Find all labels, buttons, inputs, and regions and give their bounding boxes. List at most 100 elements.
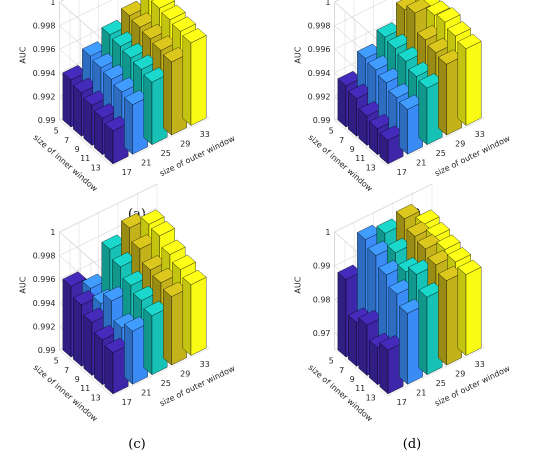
bar-side-face — [337, 78, 347, 128]
grid-line — [111, 117, 210, 167]
outer-tick-label: 25 — [436, 379, 446, 388]
bar-top-face — [406, 0, 431, 14]
bar-side-face — [399, 306, 408, 385]
bar-top-face — [436, 7, 461, 23]
bar-top-face — [152, 267, 177, 284]
z-axis-label: AUC — [19, 276, 28, 293]
bar-13-33 — [182, 269, 207, 356]
bar-top-face — [407, 259, 433, 275]
bar-top-face — [81, 41, 107, 57]
bar-top-face — [427, 37, 452, 54]
bar-top-face — [83, 307, 108, 323]
bar-top-face — [406, 221, 431, 237]
bar-top-face — [388, 279, 413, 295]
bar-side-face — [104, 345, 114, 395]
bar-top-face — [379, 335, 404, 351]
outer-tick-label: 21 — [141, 159, 151, 168]
outer-tick-label: 17 — [122, 398, 132, 407]
bar-top-face — [62, 271, 87, 287]
bar-side-face — [62, 278, 72, 358]
z-tick-label: 0.99 — [38, 116, 56, 125]
inner-tick-label: 9 — [75, 145, 80, 154]
bar-top-face — [356, 43, 382, 59]
bar-top-face — [347, 83, 373, 99]
bar-13-33 — [182, 28, 207, 126]
z-axis-label: AUC — [294, 46, 303, 63]
z-axis-label: AUC — [294, 276, 303, 293]
bar-side-face — [369, 340, 378, 386]
bar-top-face — [131, 12, 156, 28]
bar-top-face — [395, 203, 421, 220]
bar-top-face — [93, 324, 119, 341]
bar-side-face — [94, 110, 103, 156]
bar-top-face — [132, 54, 158, 70]
outer-tick-label: 29 — [180, 139, 190, 148]
inner-tick-label: 13 — [91, 393, 101, 402]
bar-side-face — [73, 297, 82, 367]
z-axis-label: AUC — [19, 46, 28, 63]
bar-side-face — [418, 80, 428, 146]
bar-top-face — [104, 115, 129, 132]
inner-tick-label: 13 — [366, 393, 376, 402]
inner-tick-label: 11 — [80, 384, 90, 393]
inner-tick-label: 7 — [64, 136, 69, 145]
bar-side-face — [163, 54, 172, 136]
bar-side-face — [379, 342, 389, 395]
bar-top-face — [102, 64, 128, 80]
bar-top-face — [376, 22, 401, 38]
z-tick-label: 0.992 — [308, 92, 331, 101]
outer-tick-label: 25 — [161, 149, 171, 158]
bars — [62, 0, 207, 165]
bar-top-face — [457, 33, 482, 50]
inner-tick-label: 9 — [350, 145, 355, 154]
outer-tick-label: 25 — [436, 149, 446, 158]
bar-top-face — [418, 73, 443, 89]
bar-top-face — [104, 337, 129, 353]
bar-front-face — [190, 35, 207, 126]
bar-side-face — [358, 317, 368, 376]
bar-top-face — [72, 77, 98, 93]
bar-top-face — [436, 234, 461, 250]
z-tick-label: 0.994 — [33, 299, 56, 308]
bar-top-face — [356, 224, 382, 240]
bar-top-face — [83, 90, 108, 106]
bar-top-face — [113, 77, 138, 93]
bar-side-face — [418, 289, 428, 376]
bar-top-face — [171, 16, 197, 32]
bar-top-face — [150, 220, 176, 237]
bar-top-face — [427, 249, 452, 266]
bar-side-face — [457, 41, 467, 126]
bar-front-face — [465, 41, 482, 126]
bar-top-face — [337, 70, 362, 87]
bar-top-face — [377, 259, 403, 276]
inner-tick-label: 5 — [54, 357, 59, 366]
bar-top-face — [143, 67, 168, 83]
bar-top-face — [101, 19, 126, 36]
bar-side-face — [62, 72, 72, 128]
bar-top-face — [358, 310, 383, 326]
inner-tick-label: 7 — [339, 366, 344, 375]
bar-top-face — [358, 101, 383, 117]
bars — [337, 0, 482, 165]
bar-top-face — [93, 103, 119, 119]
inner-tick-label: 7 — [339, 136, 344, 145]
bar-side-face — [399, 101, 408, 155]
grid-line — [386, 117, 485, 167]
grid-line — [59, 349, 113, 397]
inner-tick-label: 13 — [91, 163, 101, 172]
z-tick-label: 0.998 — [308, 22, 331, 31]
outer-tick-label: 17 — [122, 168, 132, 177]
outer-tick-label: 25 — [161, 379, 171, 388]
bar-top-face — [120, 213, 146, 229]
grid-line — [334, 119, 388, 167]
bar-top-face — [140, 209, 165, 225]
outer-tick-label: 21 — [416, 159, 426, 168]
z-tick-label: 0.994 — [308, 69, 331, 78]
inner-tick-label: 5 — [329, 127, 334, 136]
bar-front-face — [190, 276, 207, 356]
bar-top-face — [122, 42, 147, 59]
z-tick-label: 1 — [325, 228, 330, 237]
bar-top-face — [141, 23, 167, 40]
bar-front-face — [465, 266, 482, 356]
